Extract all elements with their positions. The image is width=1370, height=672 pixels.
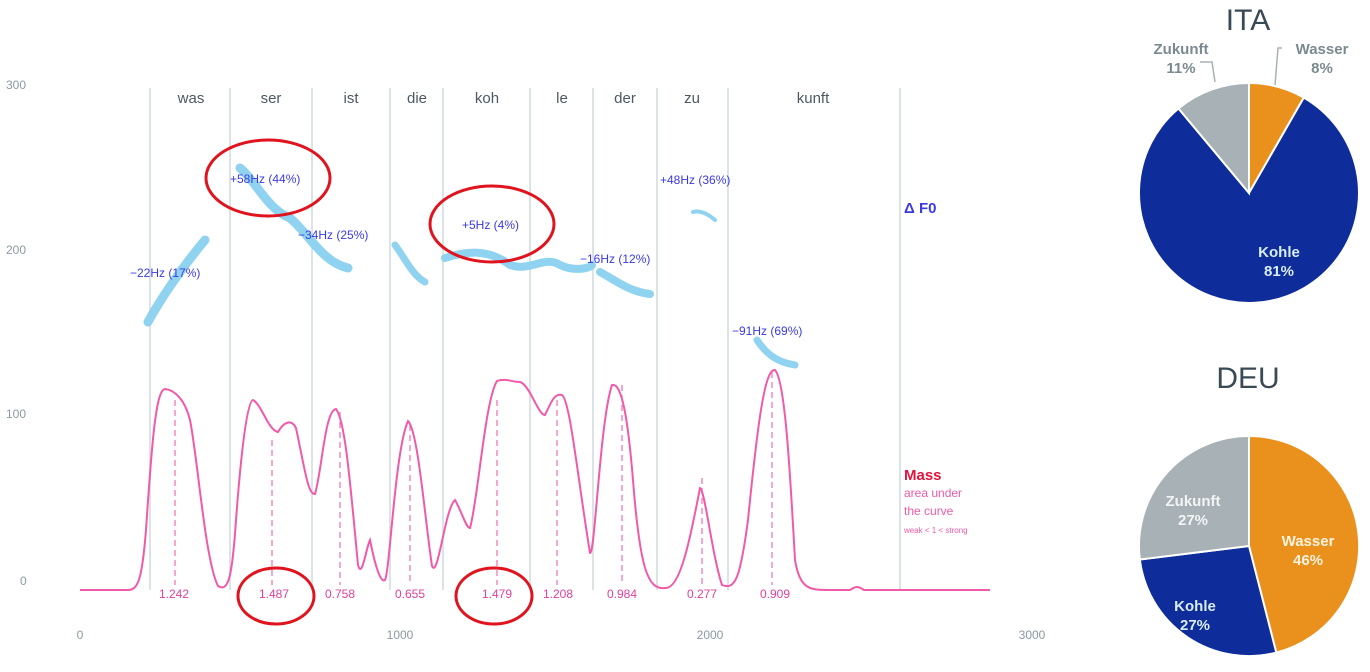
mass-legend-line3: weak < 1 < strong [904,526,968,535]
f0-label-was: −22Hz (17%) [130,266,201,280]
syllable-der: der [614,90,636,107]
deu-label-kohle: Kohle 27% [1174,598,1216,634]
f0-label-ist: −34Hz (25%) [298,228,369,242]
syllable-was: was [177,90,205,107]
x-tick-2000: 2000 [696,628,724,642]
mass-value-der: 0.984 [606,587,638,601]
ita-label-zukunft: Zukunft 11% [1153,41,1209,77]
f0-label-der: −16Hz (12%) [580,252,651,266]
y-tick-100: 100 [6,407,27,421]
deu-slice-zukunft [1138,434,1250,561]
f0-contours [143,163,799,369]
ita-slice-zukunft [1177,81,1250,196]
y-tick-300: 300 [6,78,27,92]
mass-legend-line2: the curve [904,504,954,518]
syllable-ser: ser [260,90,282,107]
x-tick-3000: 3000 [1018,628,1046,642]
y-tick-0: 0 [20,574,27,588]
ita-label-kohle: Kohle 81% [1258,244,1300,280]
syllable-le: le [556,90,568,107]
mass-curve [80,369,990,591]
mass-value-was: 1.242 [158,587,190,601]
deu-slice-kohle [1138,544,1278,658]
y-tick-200: 200 [6,243,27,257]
mass-value-le: 1.208 [542,587,574,601]
x-tick-1000: 1000 [386,628,414,642]
mass-value-die: 0.655 [394,587,426,601]
deu-label-zukunft: Zukunft 27% [1165,493,1221,529]
x-tick-0: 0 [76,628,84,642]
syllable-koh: koh [474,90,500,107]
syllable-ist: ist [343,90,359,107]
syllable-die: die [406,90,428,107]
mass-value-ist: 0.758 [324,587,356,601]
syllable-zu: zu [684,90,700,107]
syllable-gridlines [149,88,901,590]
f0-label-kunft: −91Hz (69%) [732,324,803,338]
mass-legend-line1: area under [904,486,963,500]
f0-label-koh: +5Hz (4%) [462,218,520,232]
main-chart-plot [80,88,990,626]
mass-value-koh: 1.479 [481,587,513,601]
mass-value-kunft: 0.909 [759,587,791,601]
f0-label-zu: +48Hz (36%) [660,173,731,187]
deu-slice-wasser [1248,434,1361,654]
mass-legend: Mass area under the curve weak < 1 < str… [904,467,968,535]
deu-title: DEU [1216,362,1280,395]
ita-title: ITA [1225,4,1271,37]
mass-center-lines [174,372,773,585]
f0-legend: Δ F0 [904,200,937,217]
syllable-kunft: kunft [796,90,830,107]
deu-label-wasser: Wasser 46% [1281,533,1335,569]
mass-legend-title: Mass [904,467,942,484]
mass-value-ser: 1.487 [258,587,290,601]
mass-value-zu: 0.277 [686,587,718,601]
ita-slice-kohle [1137,96,1360,304]
highlight-circles [204,138,556,626]
ita-label-wasser: Wasser 8% [1295,41,1349,77]
f0-label-ser: +58Hz (44%) [230,172,301,186]
